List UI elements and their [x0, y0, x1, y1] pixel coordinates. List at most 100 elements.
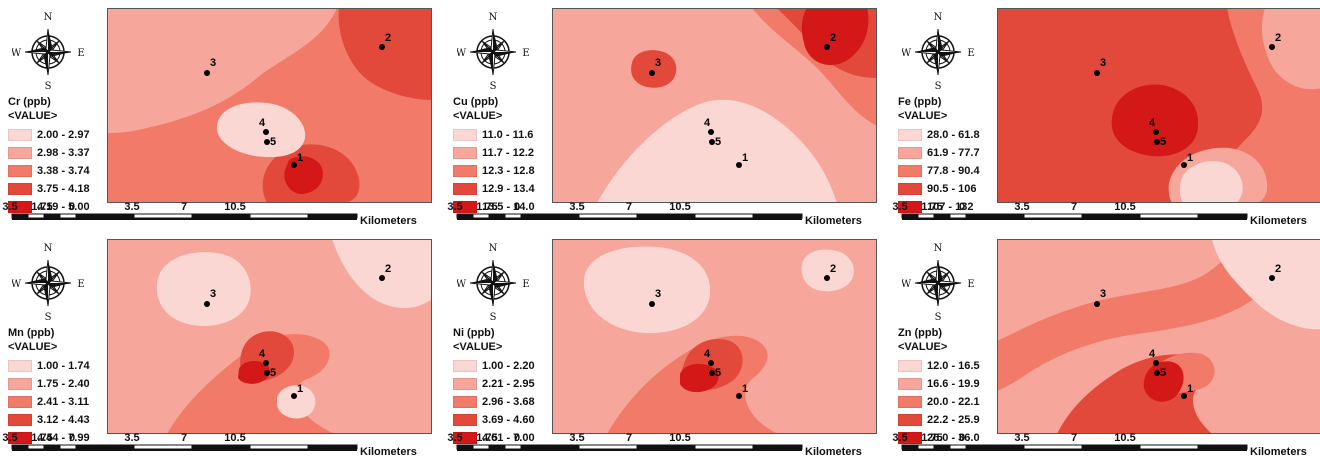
compass-letter-w: W	[12, 48, 22, 59]
legend-item: 22.2 - 25.9	[898, 411, 996, 429]
legend-swatch	[453, 396, 477, 408]
scale-tick-label: 3.5	[1014, 432, 1029, 444]
compass-letter-w: W	[457, 279, 467, 290]
legend-swatch	[8, 129, 32, 141]
legend-item: 1.75 - 2.40	[8, 375, 106, 393]
scale-tick-label: 3.5	[2, 432, 17, 444]
scale-unit-label: Kilometers	[805, 215, 862, 227]
scale-tick-label: 1.75	[921, 432, 942, 444]
compass-letter-e: E	[967, 48, 974, 59]
scale-tick-label: 3.5	[2, 201, 17, 213]
legend-title: Cu (ppb)	[453, 96, 551, 110]
legend-class-label: 22.2 - 25.9	[927, 414, 980, 426]
legend-swatch	[453, 183, 477, 195]
sample-point-label: 3	[210, 57, 216, 69]
scale-tick-label: 1.75	[476, 432, 497, 444]
sample-point-label: 2	[1275, 32, 1281, 44]
legend-item: 3.12 - 4.43	[8, 411, 106, 429]
legend-item: 61.9 - 77.7	[898, 144, 996, 162]
sample-point-label: 1	[1187, 152, 1193, 164]
legend-item: 3.69 - 4.60	[453, 411, 551, 429]
sample-point	[708, 129, 714, 135]
legend-item: 12.3 - 12.8	[453, 162, 551, 180]
legend-item: 11.7 - 12.2	[453, 144, 551, 162]
sample-point-label: 5	[715, 367, 721, 379]
compass-letter-s: S	[490, 81, 497, 90]
scale-tick-label: 7	[1071, 432, 1077, 444]
legend-swatch	[898, 414, 922, 426]
legend-swatch	[453, 147, 477, 159]
legend-item: 12.0 - 16.5	[898, 357, 996, 375]
scale-tick-label: 1.75	[476, 201, 497, 213]
scale-tick-label: 10.5	[224, 201, 245, 213]
sample-point-label: 1	[297, 152, 303, 164]
sample-point-label: 2	[1275, 263, 1281, 275]
scale-tick-label: 10.5	[224, 432, 245, 444]
legend-item: 77.8 - 90.4	[898, 162, 996, 180]
compass-letter-n: N	[44, 243, 53, 254]
sample-point	[649, 301, 655, 307]
contour-zone	[631, 50, 676, 88]
sample-point-label: 3	[655, 57, 661, 69]
sample-point-label: 2	[830, 263, 836, 275]
legend-class-label: 2.00 - 2.97	[37, 129, 90, 141]
legend-item: 2.00 - 2.97	[8, 126, 106, 144]
legend-swatch	[453, 129, 477, 141]
legend-value-label: <VALUE>	[898, 110, 996, 126]
legend-swatch	[8, 396, 32, 408]
legend-item: 28.0 - 61.8	[898, 126, 996, 144]
legend-item: 2.96 - 3.68	[453, 393, 551, 411]
legend-value-label: <VALUE>	[453, 110, 551, 126]
legend-title: Cr (ppb)	[8, 96, 106, 110]
scale-tick-label: 7	[626, 432, 632, 444]
compass-letter-s: S	[45, 81, 52, 90]
compass-letter-e: E	[522, 279, 529, 290]
legend-class-label: 61.9 - 77.7	[927, 147, 980, 159]
compass-letter-n: N	[489, 12, 498, 23]
contour-zone	[157, 252, 251, 326]
legend-swatch	[453, 360, 477, 372]
legend-swatch	[8, 183, 32, 195]
sample-point	[708, 360, 714, 366]
scale-unit-label: Kilometers	[360, 215, 417, 227]
sample-point	[824, 275, 830, 281]
compass-letter-s: S	[935, 81, 942, 90]
legend-item: 11.0 - 11.6	[453, 126, 551, 144]
legend-item: 20.0 - 22.1	[898, 393, 996, 411]
sample-point	[379, 44, 385, 50]
legend-title: Mn (ppb)	[8, 327, 106, 341]
sample-point	[824, 44, 830, 50]
sample-point-label: 4	[1149, 117, 1156, 129]
compass-letter-w: W	[902, 279, 912, 290]
scale-tick-label: 0	[959, 201, 965, 213]
sample-point	[1269, 275, 1275, 281]
sample-point	[263, 129, 269, 135]
legend-item: 3.38 - 3.74	[8, 162, 106, 180]
legend-item: 1.00 - 2.20	[453, 357, 551, 375]
legend-class-label: 1.75 - 2.40	[37, 378, 90, 390]
sample-point-label: 5	[715, 136, 721, 148]
legend-swatch	[898, 147, 922, 159]
compass-letter-e: E	[77, 279, 84, 290]
legend-class-label: 77.8 - 90.4	[927, 165, 980, 177]
sample-point-label: 4	[259, 348, 266, 360]
